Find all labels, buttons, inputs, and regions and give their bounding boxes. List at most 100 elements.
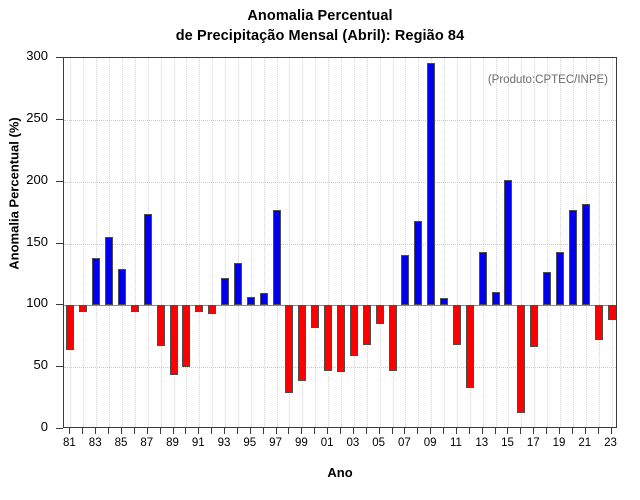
grid-line-vertical [444,58,446,427]
bar-1990 [182,305,191,368]
x-tick [571,428,573,434]
grid-line-vertical [173,58,175,427]
x-tick [224,428,226,434]
bar-2007 [401,254,410,306]
grid-line-vertical [495,58,497,427]
x-tick [236,428,238,434]
grid-line-vertical [598,58,600,427]
bar-1988 [156,305,165,347]
grid-line-vertical [70,58,72,427]
bar-2003 [349,305,358,357]
x-tick-label: 01 [320,437,334,449]
x-tick [610,428,612,434]
bar-1987 [143,213,152,306]
x-tick-label: 03 [346,437,360,449]
grid-line-vertical [560,58,562,427]
bar-2001 [324,305,333,371]
bar-2008 [414,221,423,306]
y-tick-label: 100 [26,295,48,311]
x-tick-label: 15 [501,437,514,449]
source-annotation: (Produto:CPTEC/INPE) [487,74,608,86]
bar-2010 [440,297,449,306]
grid-line-vertical [482,58,484,427]
x-tick [327,428,329,434]
bar-2019 [556,252,564,306]
bar-1999 [298,305,307,381]
y-tick [56,304,63,306]
x-tick [494,428,496,434]
bar-2005 [375,305,384,324]
x-tick [378,428,380,434]
x-tick [198,428,200,434]
grid-line-vertical [315,58,317,427]
grid-line-vertical [212,58,214,427]
grid-line-vertical [199,58,201,427]
grid-line-vertical [341,58,342,427]
x-tick-label: 05 [372,437,386,449]
y-tick-label: 150 [26,233,48,249]
x-tick [417,428,419,434]
bar-2009 [427,62,436,306]
x-tick [443,428,445,434]
grid-line-vertical [405,58,407,427]
x-tick [249,428,251,434]
grid-line-vertical [186,58,188,427]
bar-1996 [259,292,268,306]
bar-2023 [607,305,616,321]
grid-line-vertical [289,58,291,427]
x-tick [430,428,432,434]
y-tick-label: 300 [26,48,48,63]
grid-line-vertical [469,58,471,427]
grid-line-vertical [83,58,85,427]
bar-1981 [66,305,75,350]
grid-line-vertical [134,58,136,427]
x-tick [455,428,457,434]
bar-1983 [92,258,101,306]
y-tick-label: 50 [33,357,48,373]
x-tick [584,428,586,434]
bar-1984 [105,237,114,306]
x-tick-label: 19 [552,437,566,449]
bar-1998 [285,305,294,394]
bar-2017 [530,305,539,348]
grid-line-vertical [366,58,368,427]
x-tick [275,428,277,434]
bar-2006 [388,305,397,371]
grid-line-vertical [521,58,523,427]
x-tick [211,428,213,434]
x-tick [314,428,316,434]
x-tick-label: 13 [475,437,489,449]
bar-2018 [543,271,552,306]
y-tick [56,366,63,368]
grid-line-vertical [121,58,123,427]
grid-line-horizontal [64,243,616,245]
x-tick [340,428,341,434]
x-tick [404,428,406,434]
bar-1993 [221,278,230,306]
x-tick-label: 99 [294,437,308,449]
bar-2021 [581,203,590,306]
grid-line-vertical [160,58,162,427]
x-tick-label: 95 [243,437,257,449]
y-tick-label: 250 [26,109,48,125]
x-tick [262,428,264,434]
chart-title-line-2: de Precipitação Mensal (Abril): Região 8… [175,28,465,44]
plot-inner [64,58,616,427]
x-tick [546,428,548,434]
grid-line-vertical [96,58,98,427]
x-tick-label: 89 [166,437,179,449]
grid-line-vertical [225,58,227,427]
bar-1985 [117,269,126,306]
x-tick-label: 93 [217,437,231,449]
bar-1994 [233,263,242,306]
x-tick [95,428,97,434]
y-tick [56,180,63,182]
grid-line-vertical [353,58,355,427]
x-tick [108,428,110,434]
bar-1995 [246,296,255,306]
bar-1986 [130,305,139,312]
grid-line-vertical [547,58,549,427]
x-tick [352,428,354,434]
x-tick [559,428,561,434]
x-tick [172,428,174,434]
